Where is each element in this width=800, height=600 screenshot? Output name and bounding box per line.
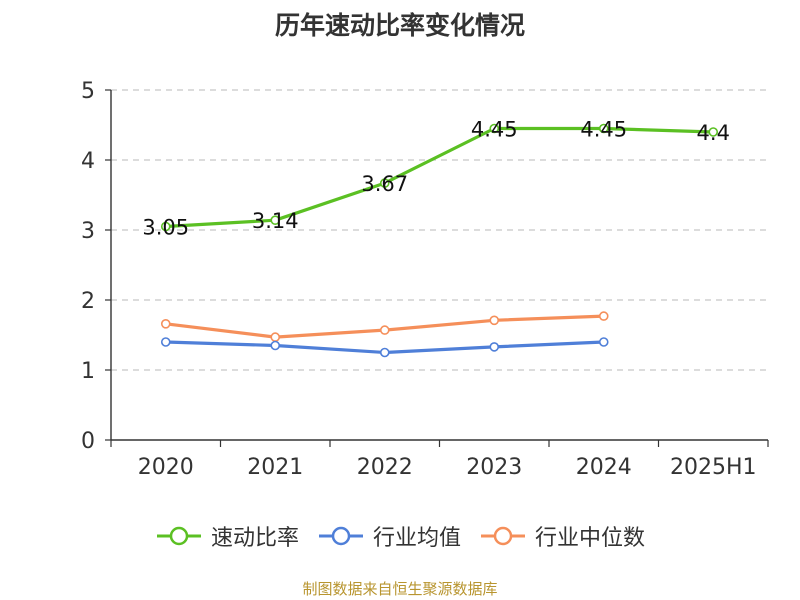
legend-marker-icon xyxy=(318,526,363,546)
data-label: 3.05 xyxy=(142,216,189,240)
x-tick-label: 2023 xyxy=(466,455,522,480)
data-point xyxy=(598,337,609,347)
data-point xyxy=(489,315,500,326)
data-labels: 3.05 3.14 3.67 4.45 4.45 4.4 xyxy=(142,118,730,240)
data-label: 4.4 xyxy=(697,121,730,145)
legend-label: 速动比率 xyxy=(210,526,299,551)
data-point xyxy=(270,332,281,342)
data-point xyxy=(270,215,281,225)
chart-title: 历年速动比率变化情况 xyxy=(274,11,525,40)
data-point xyxy=(379,347,390,358)
legend: 速动比率 行业均值 行业中位数 xyxy=(0,520,800,552)
data-point xyxy=(708,127,719,137)
legend-marker-icon xyxy=(481,526,525,546)
data-point xyxy=(160,337,171,347)
series-line xyxy=(165,126,714,229)
x-tick-label: 2021 xyxy=(247,455,303,480)
source-note: 制图数据来自恒生聚源数据库 xyxy=(302,580,498,598)
data-point xyxy=(270,340,281,351)
legend-item-industry-mean[interactable]: 行业均值 xyxy=(317,520,461,552)
legend-item-industry-median[interactable]: 行业中位数 xyxy=(479,520,645,552)
legend-item-quick-ratio[interactable]: 速动比率 xyxy=(155,520,299,552)
axes: 0 1 2 3 4 5 2020 2021 2022 2023 2024 2025H1 xyxy=(81,79,769,480)
y-tick-label: 1 xyxy=(81,359,95,384)
y-tick-label: 4 xyxy=(81,149,95,174)
y-tick-label: 5 xyxy=(81,79,95,104)
data-point xyxy=(598,311,609,321)
legend-label: 行业中位数 xyxy=(535,526,646,551)
data-label: 3.14 xyxy=(252,209,299,233)
data-point xyxy=(160,318,171,329)
data-label: 4.45 xyxy=(580,118,627,142)
data-point xyxy=(598,123,609,134)
x-tick-label: 2024 xyxy=(576,455,632,480)
legend-marker-icon xyxy=(156,526,201,546)
y-tick-label: 3 xyxy=(81,219,95,244)
x-tick-label: 2020 xyxy=(138,455,194,480)
data-point xyxy=(489,342,500,352)
y-tick-label: 0 xyxy=(81,429,95,454)
data-point xyxy=(489,123,500,134)
series-lines xyxy=(160,123,719,358)
legend-label: 行业均值 xyxy=(372,526,461,551)
data-point xyxy=(379,325,390,335)
y-tick-label: 2 xyxy=(81,289,95,314)
x-tick-label: 2025H1 xyxy=(670,455,757,480)
data-point xyxy=(379,178,390,188)
data-label: 3.67 xyxy=(361,172,408,196)
data-point xyxy=(160,221,171,232)
x-tick-label: 2022 xyxy=(357,455,413,480)
data-label: 4.45 xyxy=(471,118,518,142)
